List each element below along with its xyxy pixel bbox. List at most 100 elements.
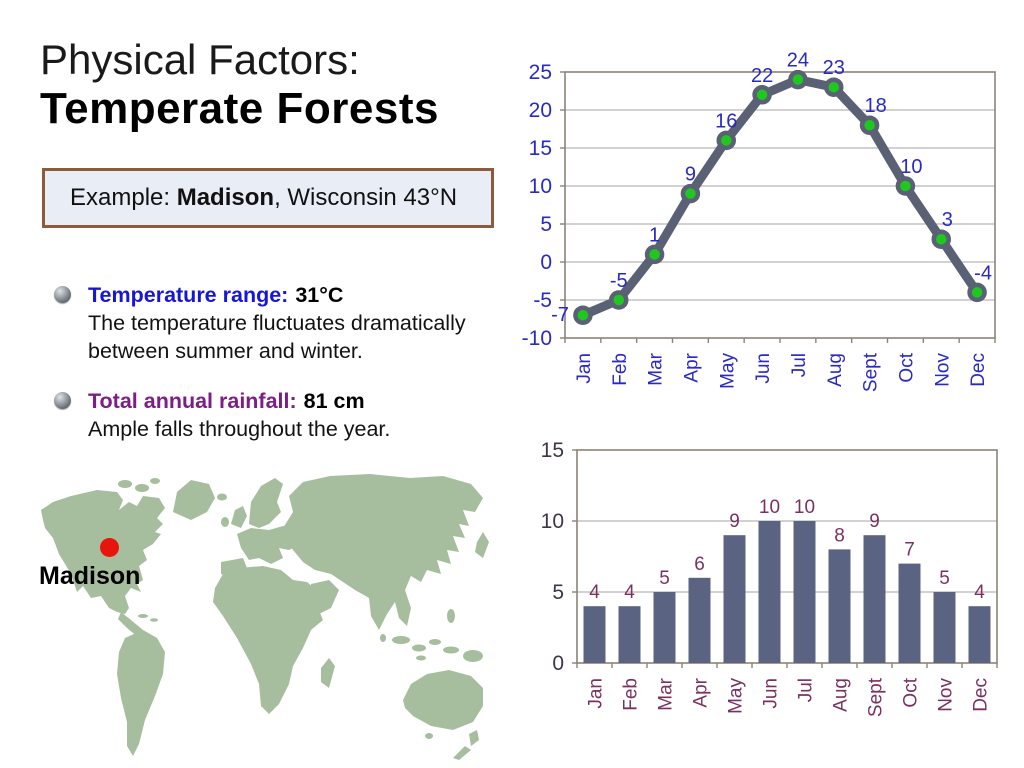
indonesia-island <box>392 636 410 644</box>
plot-border <box>564 71 996 339</box>
x-tick-label: Jun <box>753 353 774 384</box>
world-map-svg <box>41 474 489 760</box>
title-line-1: Physical Factors: <box>40 36 360 83</box>
bullet-value: 81 cm <box>303 389 365 413</box>
x-tick-label: Aug <box>825 353 846 387</box>
data-label: -4 <box>974 262 992 284</box>
y-tick-label: -10 <box>522 327 552 350</box>
rainfall-bar <box>618 606 641 663</box>
data-label: -5 <box>610 270 628 292</box>
new-zealand-south <box>453 746 471 760</box>
rainfall-bar <box>968 606 991 663</box>
x-tick-label: May <box>726 678 747 714</box>
y-tick-label: 10 <box>529 175 552 198</box>
bullet-label: Temperature range <box>88 283 282 307</box>
y-tick-label: 5 <box>552 581 564 604</box>
ireland <box>221 517 229 527</box>
y-tick-label: 5 <box>540 213 552 236</box>
rainfall-bar <box>653 592 676 663</box>
data-point <box>788 69 808 90</box>
x-tick-label: Jan <box>586 678 607 709</box>
data-point <box>859 115 880 135</box>
data-label: 7 <box>904 540 915 561</box>
japan <box>475 532 489 558</box>
y-tick-label: 10 <box>541 510 564 533</box>
data-label: 9 <box>869 511 880 532</box>
data-point <box>644 244 665 265</box>
rainfall-bar <box>688 577 711 663</box>
temperature-line <box>578 75 982 320</box>
world-landmasses <box>41 474 489 760</box>
rainfall-bar <box>583 606 606 663</box>
x-tick-label: Jun <box>761 678 782 709</box>
x-tick-label: Dec <box>968 353 989 387</box>
x-tick-label: Mar <box>656 677 677 710</box>
temperature-line-chart-svg: -10 -5 0 5 10 15 20 25 Jan Feb Mar Apr May Jun Jul Aug S… <box>522 50 996 392</box>
new-guinea <box>463 650 483 662</box>
data-label: 1 <box>649 224 660 246</box>
data-label: 9 <box>729 511 740 532</box>
data-point <box>895 176 916 196</box>
australia <box>403 670 483 730</box>
data-label: -7 <box>551 304 569 326</box>
example-city: Madison <box>176 184 275 211</box>
arctic-island <box>135 484 149 492</box>
x-tick-label: Jul <box>789 353 810 377</box>
indonesia-island <box>416 655 426 661</box>
data-label: 8 <box>834 525 845 546</box>
y-tick-label: 0 <box>552 652 564 675</box>
x-tick-label: Apr <box>691 677 712 707</box>
indonesia-island <box>429 639 441 645</box>
example-suffix: , Wisconsin 43°N <box>274 184 458 211</box>
philippines <box>447 609 455 623</box>
example-prefix: Example: <box>70 184 171 211</box>
sphere-bullet-icon <box>54 286 71 303</box>
data-point <box>931 229 951 249</box>
example-box: Example: Madison, Wisconsin 43°N <box>42 168 494 228</box>
bullet-value: 31°C <box>295 283 344 307</box>
data-label: 10 <box>759 497 780 518</box>
x-tick-label: Sept <box>861 352 882 392</box>
x-tick-label: Mar <box>646 352 667 385</box>
page-title: Physical Factors: Temperate Forests <box>40 36 439 134</box>
bullet-heading: Temperature range: 31°C <box>88 283 344 307</box>
data-label: 23 <box>823 57 845 79</box>
madagascar <box>321 658 335 688</box>
data-point <box>609 290 629 310</box>
data-label: 6 <box>694 554 705 575</box>
x-tick-label: Nov <box>932 353 953 387</box>
rainfall-bar <box>933 592 956 663</box>
new-zealand-north <box>469 730 479 746</box>
scandinavia <box>249 478 283 528</box>
data-label: 9 <box>685 164 696 186</box>
bullet-temperature-range: Temperature range: 31°C The temperature f… <box>54 281 524 365</box>
rainfall-bar <box>863 535 886 663</box>
data-label: 10 <box>900 156 922 178</box>
x-tick-label: Jan <box>574 353 595 384</box>
iceland <box>217 493 227 501</box>
rainfall-bar <box>898 563 921 663</box>
x-tick-label: Nov <box>936 678 957 712</box>
x-tick-label: May <box>717 353 738 389</box>
data-label: 3 <box>942 209 953 231</box>
y-tick-label: 15 <box>529 137 552 160</box>
greenland <box>173 480 215 520</box>
data-point <box>573 305 593 325</box>
data-point <box>752 85 772 105</box>
data-label: 16 <box>715 110 737 132</box>
y-tick-label: 25 <box>529 61 552 84</box>
indonesia-island <box>443 646 459 654</box>
data-label: 4 <box>589 582 600 603</box>
x-tick-label: Dec <box>971 678 992 712</box>
british-isles <box>231 506 247 528</box>
rainfall-bar <box>793 521 816 663</box>
data-label: 22 <box>751 65 773 87</box>
bullet-description: Ample falls throughout the year. <box>88 417 391 441</box>
bullet-annual-rainfall: Total annual rainfall: 81 cm Ample falls … <box>54 387 524 443</box>
data-label: 24 <box>787 50 809 72</box>
world-map: Madison <box>25 468 507 762</box>
y-tick-label: 20 <box>529 99 552 122</box>
bullet-description: The temperature fluctuates dramatically … <box>88 311 466 363</box>
bullet-heading: Total annual rainfall: 81 cm <box>88 389 365 413</box>
x-tick-label: Feb <box>621 678 642 711</box>
